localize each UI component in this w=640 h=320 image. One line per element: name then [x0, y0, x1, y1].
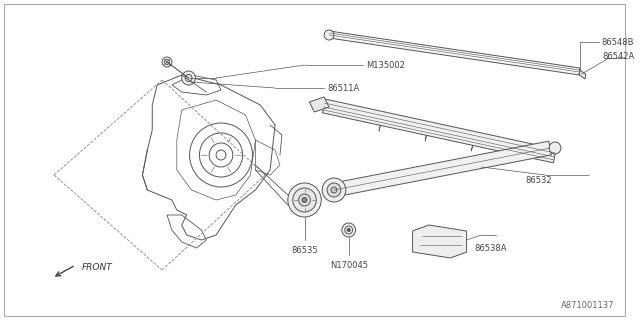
- Text: N170045: N170045: [330, 260, 368, 269]
- Polygon shape: [329, 31, 580, 75]
- Polygon shape: [379, 125, 380, 131]
- Polygon shape: [323, 99, 556, 163]
- Text: 86548B: 86548B: [601, 37, 634, 46]
- Text: M135002: M135002: [366, 60, 405, 69]
- Polygon shape: [309, 97, 329, 112]
- Circle shape: [299, 194, 310, 206]
- Circle shape: [322, 178, 346, 202]
- Circle shape: [345, 226, 353, 234]
- Text: 86511A: 86511A: [327, 84, 359, 92]
- Circle shape: [342, 223, 356, 237]
- Circle shape: [292, 188, 316, 212]
- Polygon shape: [425, 135, 426, 141]
- Text: 86535: 86535: [291, 245, 318, 254]
- Text: 86542A: 86542A: [602, 52, 634, 60]
- Polygon shape: [471, 145, 472, 151]
- Circle shape: [164, 60, 170, 65]
- Polygon shape: [413, 225, 467, 258]
- Circle shape: [324, 30, 334, 40]
- Text: A871001137: A871001137: [561, 301, 614, 310]
- Circle shape: [348, 228, 350, 231]
- Polygon shape: [579, 70, 586, 79]
- Circle shape: [549, 142, 561, 154]
- Text: 86538A: 86538A: [474, 244, 507, 252]
- Circle shape: [182, 71, 195, 85]
- Circle shape: [162, 57, 172, 67]
- Circle shape: [185, 75, 192, 82]
- Circle shape: [288, 183, 321, 217]
- Polygon shape: [333, 141, 552, 197]
- Circle shape: [302, 197, 307, 203]
- Circle shape: [331, 187, 337, 193]
- Text: FRONT: FRONT: [81, 263, 112, 273]
- Circle shape: [327, 183, 341, 197]
- Text: 86532: 86532: [525, 175, 552, 185]
